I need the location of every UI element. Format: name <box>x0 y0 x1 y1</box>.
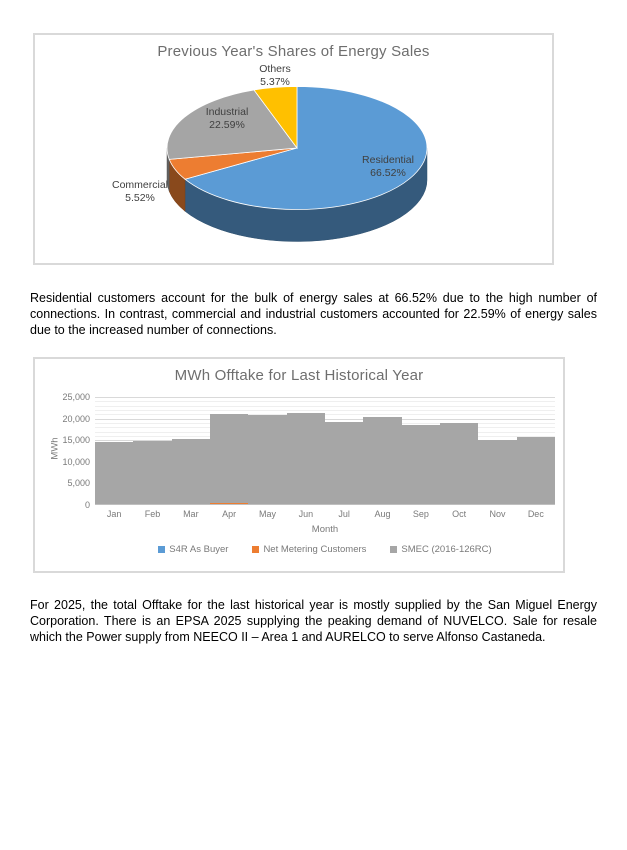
x-axis-tick-label: Jun <box>298 509 314 519</box>
pie-slice <box>253 86 298 150</box>
y-axis-tick-label: 0 <box>84 500 90 510</box>
pie-slice <box>166 89 298 160</box>
pie-chart-frame: Previous Year's Shares of Energy Sales R… <box>33 33 554 265</box>
x-axis-tick-label: Jul <box>338 509 350 519</box>
paragraph-energy-sales: Residential customers account for the bu… <box>30 290 597 337</box>
bar-segment <box>325 421 364 504</box>
bar-column <box>286 397 325 505</box>
x-axis-tick-label: Oct <box>452 509 467 519</box>
bar-column <box>363 397 402 505</box>
bar-column <box>171 397 210 505</box>
plot-area <box>95 397 555 505</box>
x-axis-tick-label: May <box>258 509 276 519</box>
y-axis-tick-label: 25,000 <box>62 392 90 402</box>
x-axis-tick-label: Jan <box>106 509 122 519</box>
bar-column <box>478 397 517 505</box>
bar-column <box>516 397 555 505</box>
bar-column <box>325 397 364 505</box>
bar-segment <box>401 424 440 504</box>
legend-item: SMEC (2016-126RC) <box>390 544 492 555</box>
bar-column <box>401 397 440 505</box>
bar-segment <box>95 442 134 504</box>
bar-column <box>133 397 172 505</box>
bar-chart-title: MWh Offtake for Last Historical Year <box>174 367 424 384</box>
x-axis-tick-label: Aug <box>374 509 391 519</box>
bar-segment <box>516 437 555 504</box>
minor-gridline <box>95 405 555 407</box>
bar-column <box>248 397 287 505</box>
x-axis-title: Month <box>311 524 339 535</box>
legend-label: Net Metering Customers <box>263 544 367 555</box>
y-axis-tick-label: 10,000 <box>62 456 90 467</box>
pie-slice-label: Commercial 5.52% <box>111 179 169 204</box>
legend-swatch <box>390 546 398 553</box>
x-axis-tick-label: Apr <box>222 509 237 519</box>
y-axis-tick-label: 5,000 <box>67 478 90 489</box>
bar-chart-frame: MWh Offtake for Last Historical Year MWh… <box>33 357 565 573</box>
legend-label: S4R As Buyer <box>169 544 229 555</box>
x-axis-tick-label: Mar <box>183 509 199 519</box>
bar-segment <box>478 440 517 504</box>
legend-item: S4R As Buyer <box>158 544 228 555</box>
legend-item: Net Metering Customers <box>252 544 366 555</box>
y-axis-tick-label: 15,000 <box>62 435 90 446</box>
x-axis-tick-label: Feb <box>144 509 161 519</box>
bar-column <box>440 397 479 505</box>
bar-segment <box>363 417 402 504</box>
bar-segment <box>133 440 172 504</box>
bar-column <box>210 397 249 505</box>
bar-segment <box>171 438 210 504</box>
minor-gridline <box>95 414 555 416</box>
x-axis-tick-label: Dec <box>527 509 544 519</box>
paragraph-offtake: For 2025, the total Offtake for the last… <box>30 597 597 644</box>
pie-3d <box>166 86 428 242</box>
legend-swatch <box>158 546 166 553</box>
bar-segment <box>248 415 287 504</box>
legend-label: SMEC (2016-126RC) <box>401 544 492 555</box>
pie-slice-label: Others 5.37% <box>259 63 291 88</box>
legend-swatch <box>252 546 260 553</box>
y-axis-tick-label: 20,000 <box>62 413 90 424</box>
x-axis-tick-label: Sep <box>412 509 429 519</box>
bar-segment <box>210 503 249 504</box>
bar-column <box>95 397 134 505</box>
x-axis-tick-label: Nov <box>489 509 506 519</box>
x-axis-line <box>95 504 555 505</box>
legend: S4R As Buyer Net Metering Customers SMEC (… <box>95 544 555 555</box>
pie-slice-label: Residential 66.52% <box>362 154 414 179</box>
minor-gridline <box>95 409 555 411</box>
bar-segment <box>440 423 479 504</box>
major-gridline <box>95 418 555 420</box>
pie-slice-label: Industrial 22.59% <box>205 106 249 131</box>
minor-gridline <box>95 401 555 403</box>
bar-segment <box>210 414 249 503</box>
bar-segment <box>286 413 325 504</box>
major-gridline <box>95 397 555 398</box>
pie-slice <box>184 86 428 210</box>
pie-chart-title: Previous Year's Shares of Energy Sales <box>157 43 430 60</box>
